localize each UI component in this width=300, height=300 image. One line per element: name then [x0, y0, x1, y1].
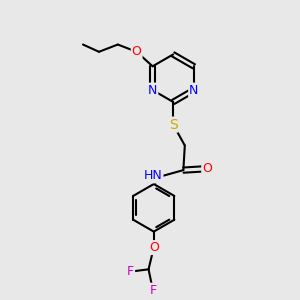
- Text: O: O: [149, 241, 159, 254]
- Text: O: O: [202, 162, 212, 175]
- Text: F: F: [127, 265, 134, 278]
- Text: O: O: [132, 45, 142, 58]
- Text: HN: HN: [144, 169, 163, 182]
- Text: N: N: [189, 84, 199, 97]
- Text: F: F: [149, 284, 157, 297]
- Text: N: N: [148, 84, 157, 97]
- Text: S: S: [169, 118, 178, 132]
